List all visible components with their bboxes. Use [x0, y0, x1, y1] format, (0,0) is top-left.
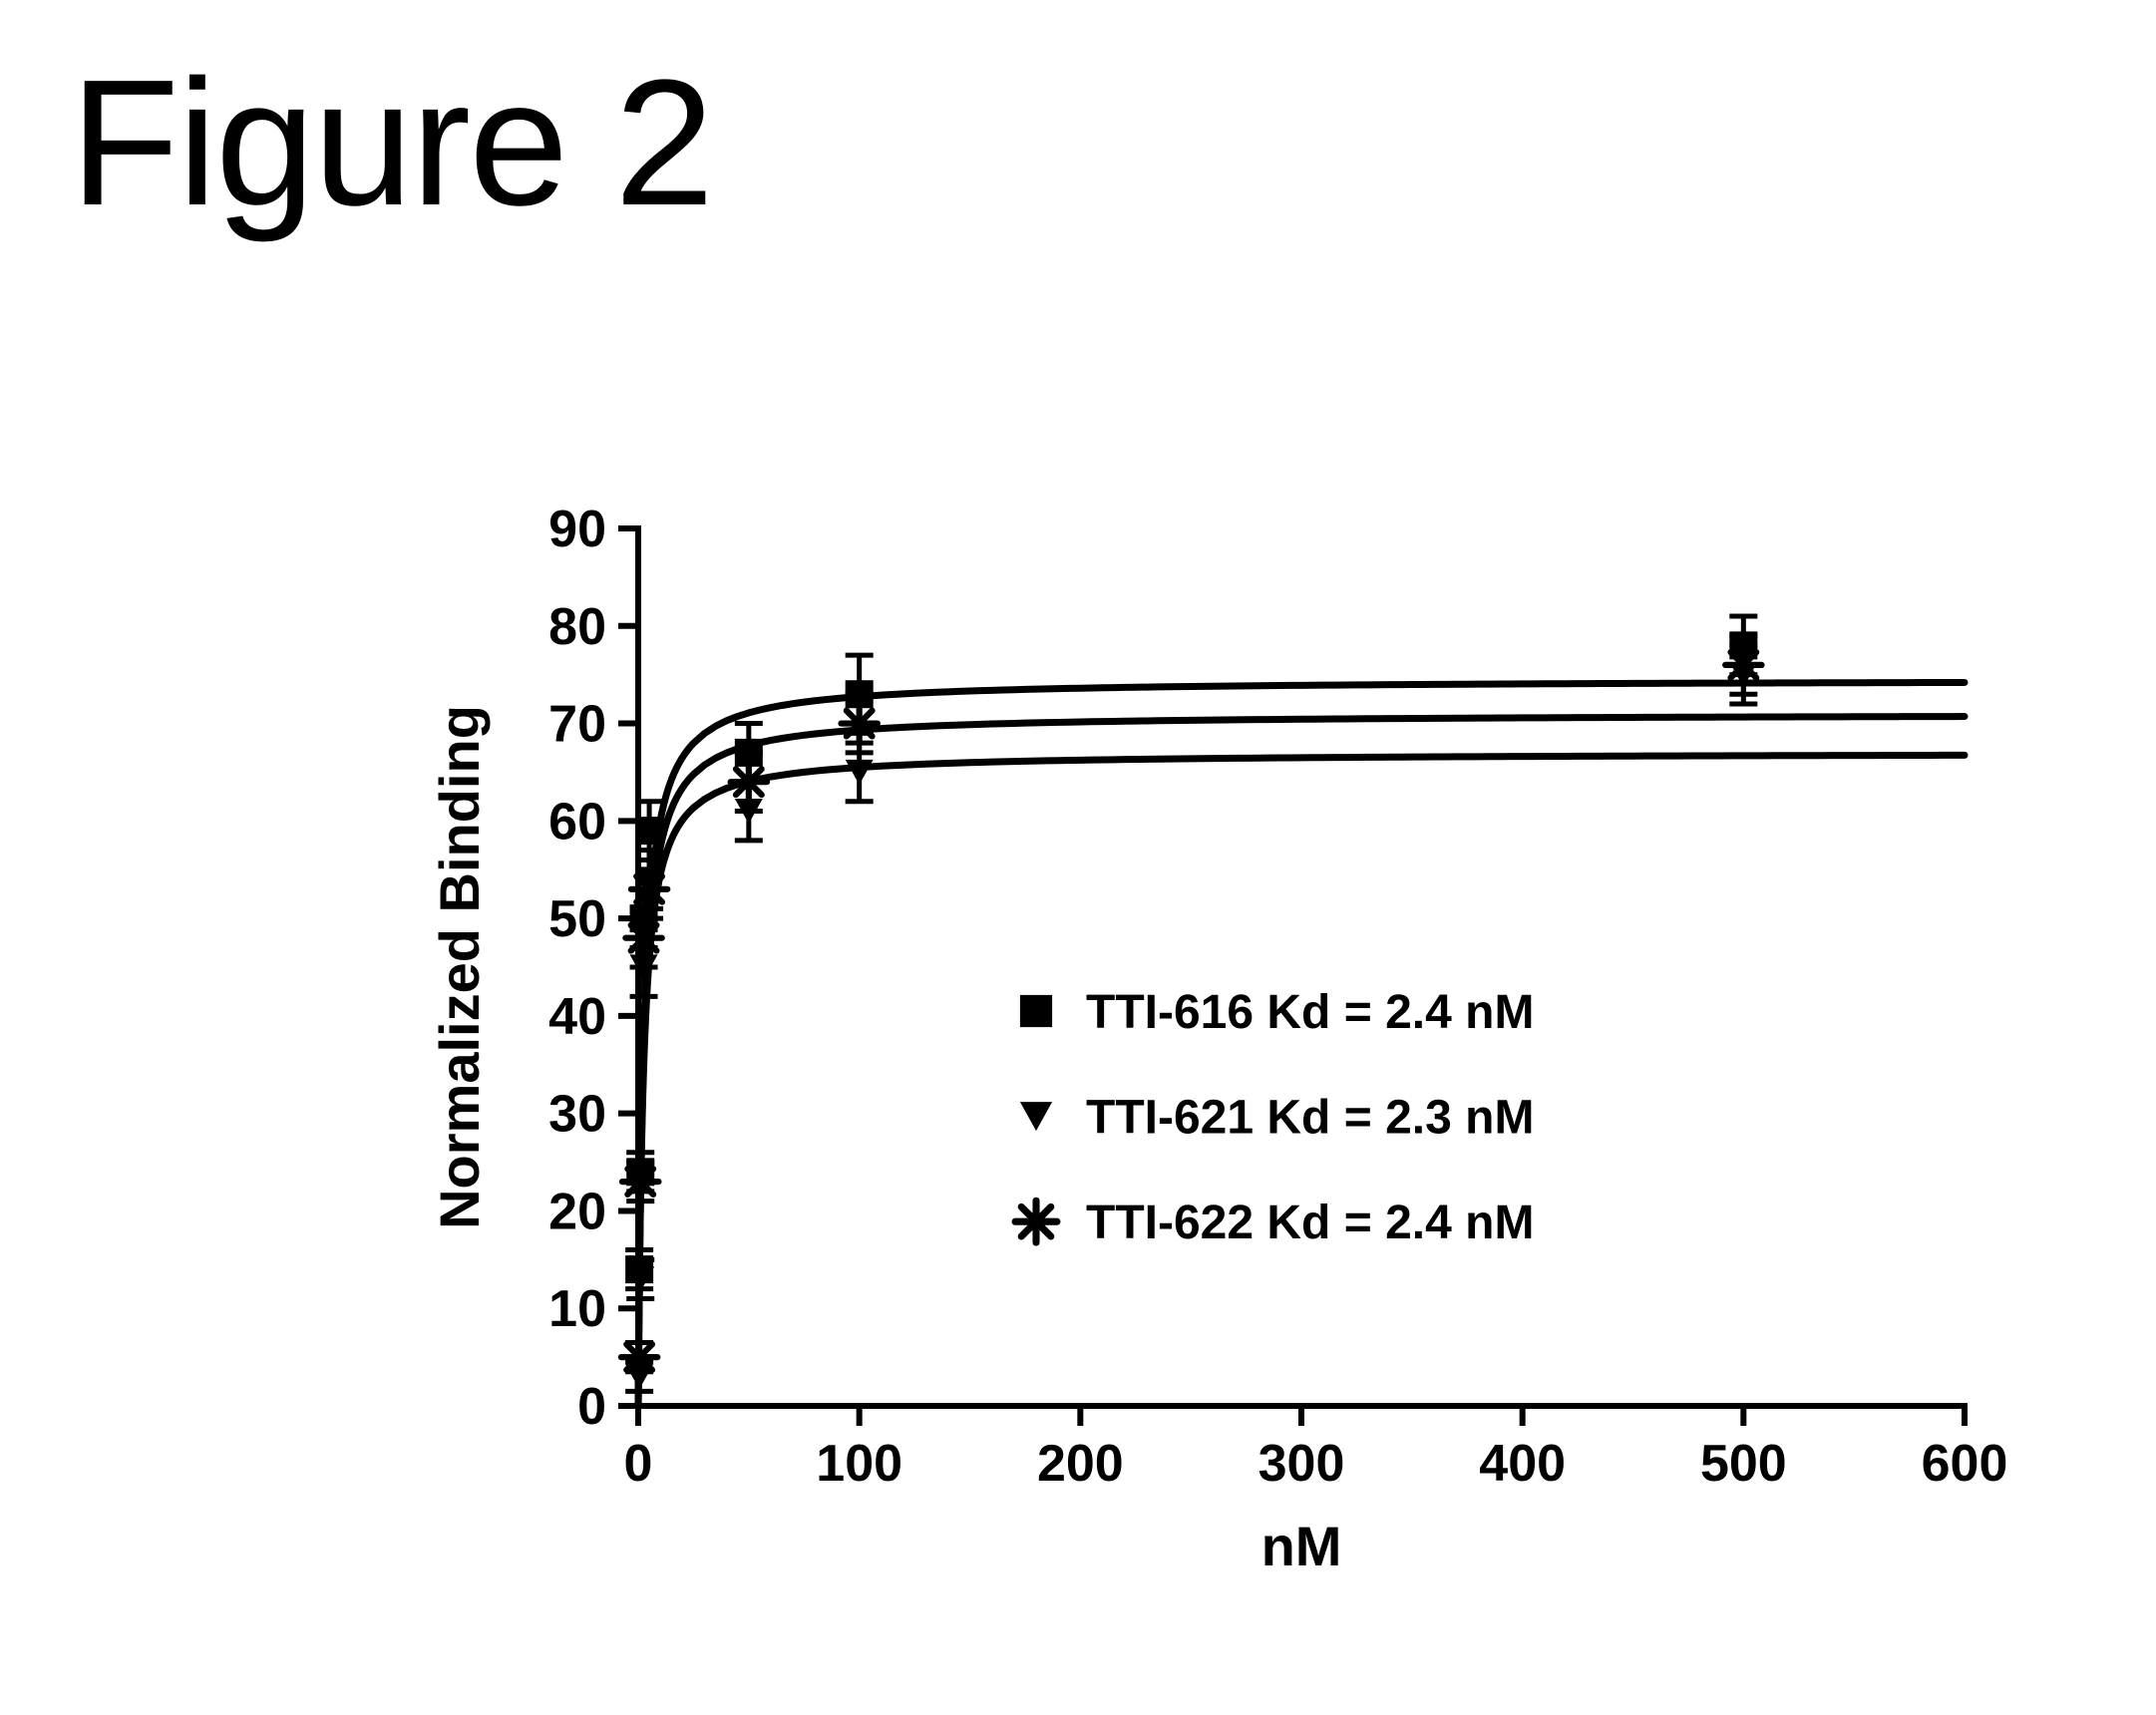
asterisk-marker — [621, 1339, 657, 1375]
asterisk-marker — [631, 871, 667, 907]
y-tick-label: 90 — [548, 501, 606, 558]
y-tick-label: 30 — [548, 1086, 606, 1144]
legend-label: TTI-621 Kd = 2.3 nM — [1086, 1091, 1534, 1144]
y-tick-label: 60 — [548, 793, 606, 851]
triangle-down-marker — [846, 760, 874, 785]
asterisk-marker — [731, 764, 767, 800]
square-marker — [1020, 995, 1052, 1027]
y-tick-label: 50 — [548, 890, 606, 948]
x-tick-label: 0 — [624, 1435, 653, 1493]
y-tick-label: 40 — [548, 988, 606, 1046]
triangle-down-marker — [1020, 1102, 1052, 1131]
y-tick-label: 80 — [548, 598, 606, 656]
legend-label: TTI-616 Kd = 2.4 nM — [1086, 986, 1534, 1039]
asterisk-marker — [1015, 1200, 1057, 1242]
legend-label: TTI-622 Kd = 2.4 nM — [1086, 1197, 1534, 1249]
x-tick-label: 200 — [1037, 1435, 1124, 1493]
x-tick-label: 600 — [1922, 1435, 2008, 1493]
x-tick-label: 400 — [1479, 1435, 1566, 1493]
x-axis-label: nM — [1261, 1515, 1342, 1577]
x-tick-label: 100 — [816, 1435, 902, 1493]
figure-title: Figure 2 — [70, 40, 712, 246]
y-tick-label: 20 — [548, 1183, 606, 1240]
fit-curve — [638, 717, 1965, 1406]
y-tick-label: 70 — [548, 696, 606, 754]
asterisk-marker — [625, 919, 661, 955]
fit-curve — [638, 682, 1965, 1406]
asterisk-marker — [841, 705, 877, 741]
x-tick-label: 300 — [1258, 1435, 1345, 1493]
y-tick-label: 10 — [548, 1280, 606, 1338]
y-axis-label: Normalized Binding — [429, 705, 491, 1229]
x-tick-label: 500 — [1700, 1435, 1787, 1493]
chart-svg: 0 100 200 300 400 500 600 0 10 20 30 40 50 60 70 80 90 nM… — [429, 499, 2024, 1595]
asterisk-marker — [622, 1164, 658, 1200]
fit-curve — [638, 755, 1965, 1406]
y-tick-label: 0 — [577, 1378, 606, 1436]
square-marker — [635, 817, 663, 845]
binding-chart: 0 100 200 300 400 500 600 0 10 20 30 40 50 60 70 80 90 nM… — [429, 499, 2024, 1595]
asterisk-marker — [1725, 647, 1761, 683]
